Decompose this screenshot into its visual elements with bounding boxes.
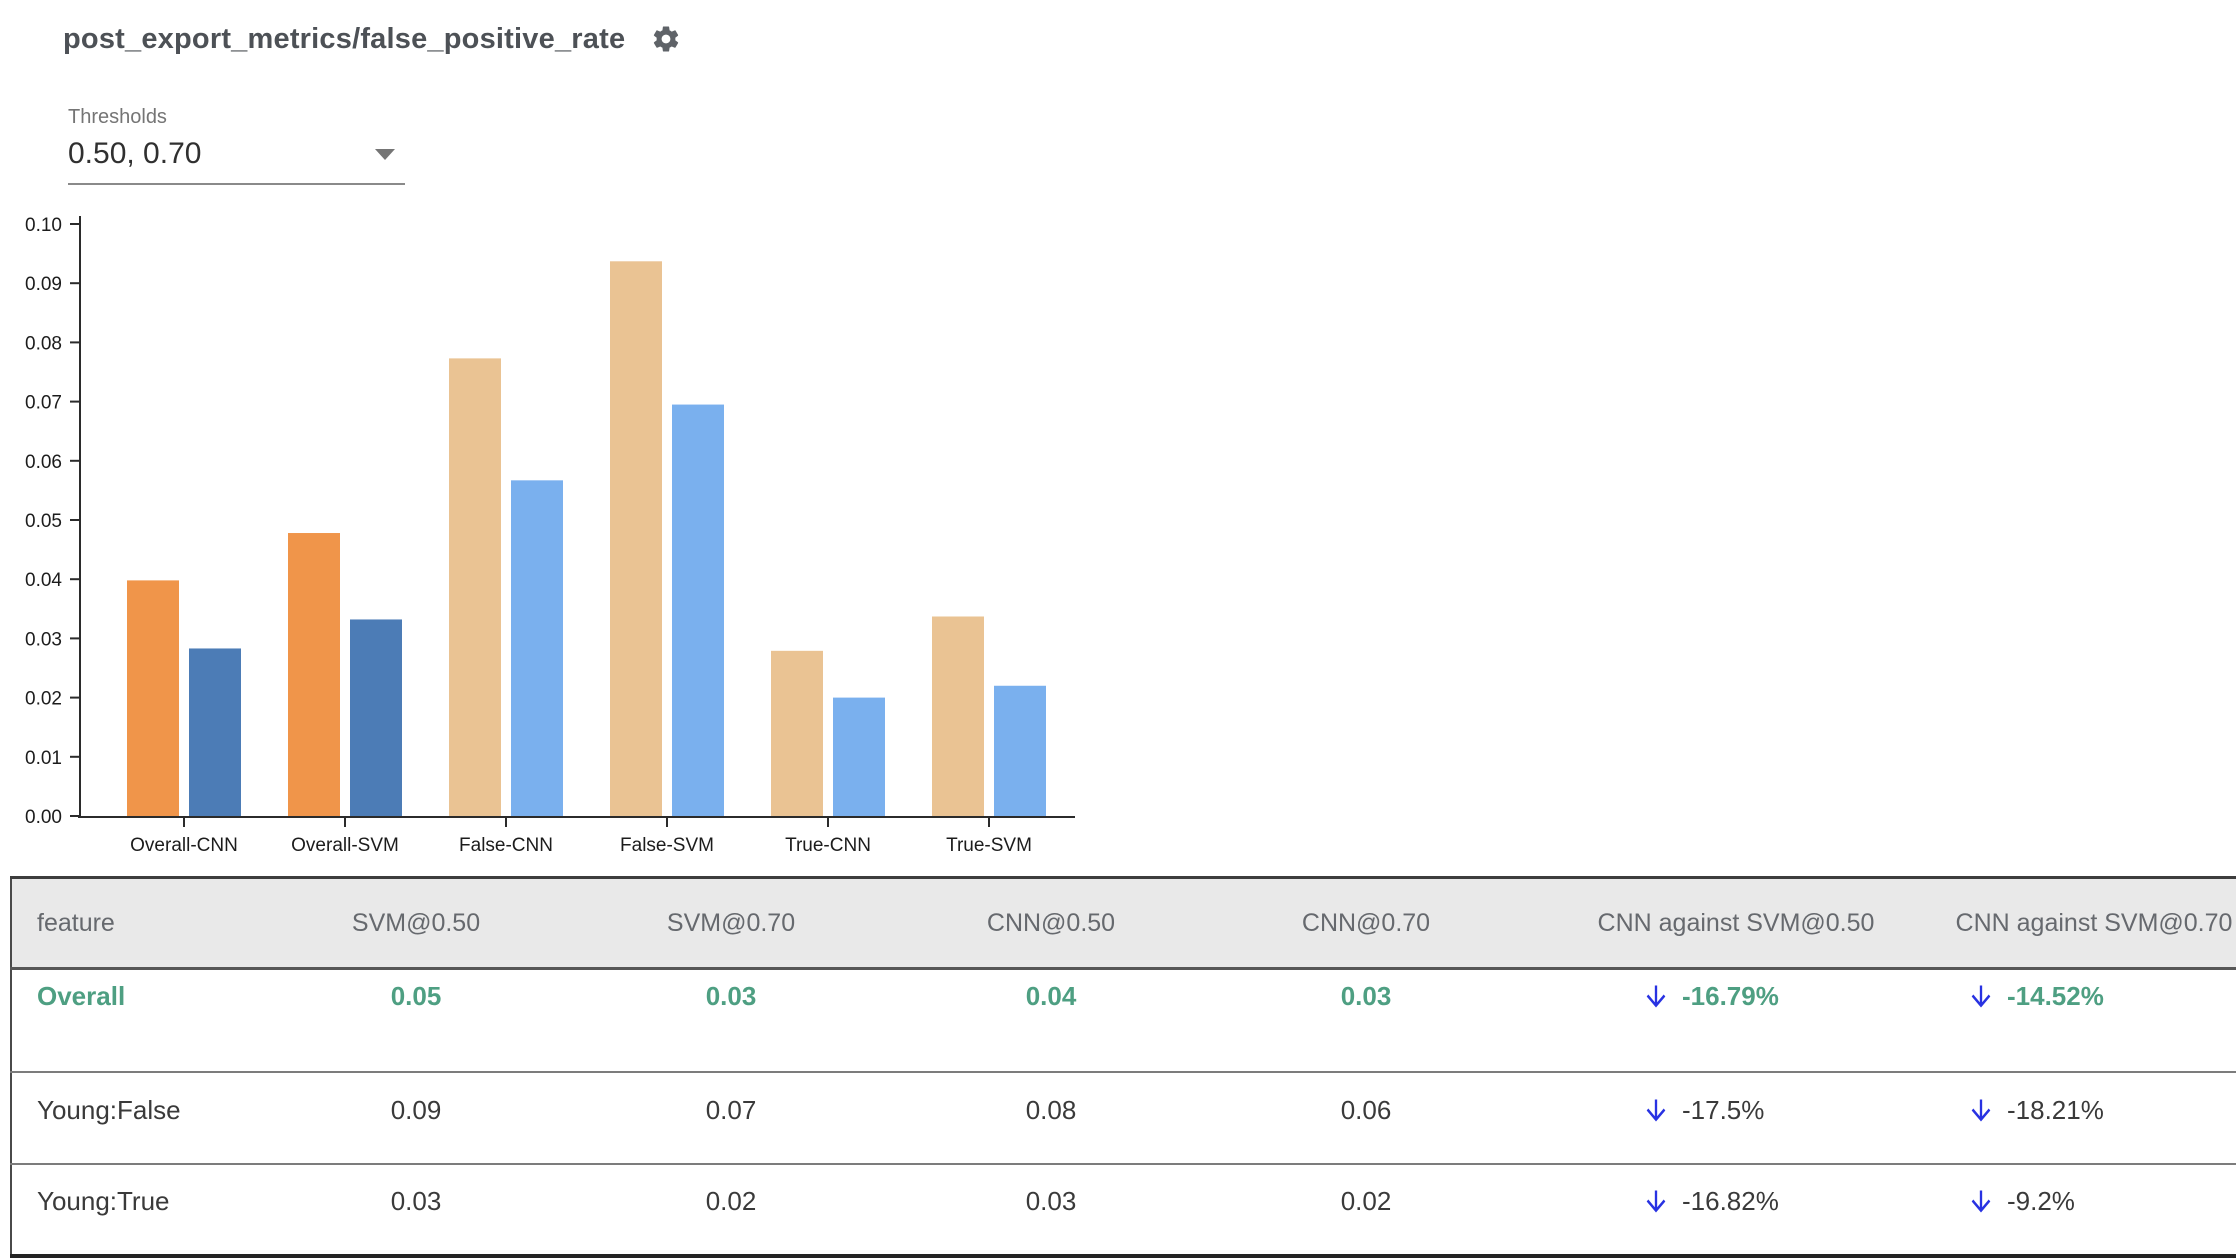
value-cell: 0.08 — [1025, 1094, 1077, 1125]
settings-button[interactable] — [649, 22, 683, 56]
bar-False-CNN-0.70[interactable] — [511, 480, 563, 816]
y-tick-label: 0.06 — [25, 452, 62, 473]
bar-False-CNN-0.50[interactable] — [449, 358, 501, 816]
comparison-cell: -9.2% — [1951, 1164, 2236, 1256]
thresholds-control: Thresholds 0.50, 0.70 — [68, 106, 405, 185]
x-category-label: True-SVM — [946, 835, 1032, 856]
table-head: feature SVM@0.50 SVM@0.70 CNN@0.50 CNN@0.70 C… — [11, 877, 2236, 970]
thresholds-label: Thresholds — [68, 106, 167, 128]
dropdown-arrow-icon — [375, 148, 395, 160]
table-body: Overall 0.05 0.03 0.04 0.03 -16.79% -14.52% You… — [11, 969, 2236, 1256]
column-header-cnn-0-50: CNN@0.50 — [891, 877, 1211, 970]
arrow-down-icon — [1646, 1099, 1666, 1121]
value-cell: 0.04 — [1025, 981, 1077, 1012]
x-category-label: Overall-SVM — [291, 835, 399, 856]
bar-True-CNN-0.70[interactable] — [833, 697, 885, 816]
bar-True-SVM-0.50[interactable] — [932, 616, 984, 816]
bar-chart: 0.00 0.01 0.02 0.03 0.04 0.05 0.06 0.07 0.08 0.09… — [25, 215, 1075, 856]
y-tick-label: 0.02 — [25, 689, 62, 710]
y-tick-label: 0.05 — [25, 511, 62, 532]
comparison-cell: -18.21% — [1951, 1072, 2236, 1164]
x-category-label: False-SVM — [620, 835, 714, 856]
comparison-value: -14.52% — [2007, 981, 2104, 1012]
value-cell: 0.09 — [390, 1094, 442, 1125]
bar-Overall-SVM-0.70[interactable] — [350, 619, 402, 816]
table-row-overall: Overall 0.05 0.03 0.04 0.03 -16.79% -14.52% — [11, 969, 2236, 1072]
comparison-value: -16.79% — [1682, 981, 1779, 1012]
comparison-value: -16.82% — [1682, 1186, 1779, 1216]
column-header-cnn-against-svm-0-50: CNN against SVM@0.50 — [1521, 877, 1951, 970]
table-header-row: feature SVM@0.50 SVM@0.70 CNN@0.50 CNN@0.70 C… — [11, 877, 2236, 970]
column-header-feature: feature — [11, 877, 261, 970]
value-cell: 0.03 — [390, 1186, 442, 1216]
bar-False-SVM-0.50[interactable] — [610, 261, 662, 816]
value-cell: 0.03 — [705, 981, 757, 1012]
feature-cell: Young:False — [37, 1094, 181, 1125]
value-cell: 0.07 — [705, 1094, 757, 1125]
value-cell: 0.03 — [1340, 981, 1392, 1012]
comparison-value: -9.2% — [2007, 1186, 2075, 1216]
y-tick-label: 0.04 — [25, 570, 62, 591]
y-tick-label: 0.08 — [25, 333, 62, 354]
bar-False-SVM-0.70[interactable] — [672, 404, 724, 816]
y-tick-label: 0.09 — [25, 274, 62, 295]
comparison-cell: -16.82% — [1521, 1164, 1951, 1256]
column-header-cnn-against-svm-0-70: CNN against SVM@0.70 — [1951, 877, 2236, 970]
comparison-cell: -16.79% — [1521, 969, 1951, 1072]
x-category-label: True-CNN — [785, 835, 871, 856]
table-row-young-false: Young:False 0.09 0.07 0.08 0.06 -17.5% -18.21% — [11, 1072, 2236, 1164]
value-cell: 0.06 — [1340, 1094, 1392, 1125]
comparison-cell: -17.5% — [1521, 1072, 1951, 1164]
y-tick-label: 0.00 — [25, 807, 62, 828]
y-tick-label: 0.03 — [25, 629, 62, 650]
bar-True-SVM-0.70[interactable] — [994, 685, 1046, 816]
table-row-young-true: Young:True 0.03 0.02 0.03 0.02 -16.82% -9.2% — [11, 1164, 2236, 1256]
value-cell: 0.03 — [1025, 1186, 1077, 1216]
column-header-cnn-0-70: CNN@0.70 — [1211, 877, 1521, 970]
arrow-down-icon — [1646, 1190, 1666, 1213]
gear-icon — [651, 24, 681, 54]
x-category-label: False-CNN — [459, 835, 553, 856]
comparison-cell: -14.52% — [1951, 969, 2236, 1072]
feature-cell: Young:True — [37, 1186, 170, 1216]
thresholds-select[interactable]: 0.50, 0.70 — [68, 129, 405, 185]
y-tick-label: 0.07 — [25, 393, 62, 414]
arrow-down-icon — [1971, 985, 1991, 1008]
x-category-label: Overall-CNN — [130, 835, 238, 856]
metrics-table: feature SVM@0.50 SVM@0.70 CNN@0.50 CNN@0.70 C… — [10, 876, 2236, 1258]
bar-Overall-SVM-0.50[interactable] — [288, 533, 340, 816]
value-cell: 0.05 — [390, 981, 442, 1012]
value-cell: 0.02 — [1340, 1186, 1392, 1216]
bar-Overall-CNN-0.50[interactable] — [127, 580, 179, 816]
y-tick-label: 0.01 — [25, 748, 62, 769]
column-header-svm-0-50: SVM@0.50 — [261, 877, 571, 970]
value-cell: 0.02 — [705, 1186, 757, 1216]
arrow-down-icon — [1971, 1099, 1991, 1121]
arrow-down-icon — [1646, 985, 1666, 1008]
arrow-down-icon — [1971, 1190, 1991, 1213]
bar-Overall-CNN-0.70[interactable] — [189, 648, 241, 816]
page-title: post_export_metrics/false_positive_rate — [63, 22, 626, 55]
column-header-svm-0-70: SVM@0.70 — [571, 877, 891, 970]
bar-True-CNN-0.50[interactable] — [771, 650, 823, 816]
comparison-value: -18.21% — [2007, 1094, 2104, 1125]
y-tick-label: 0.10 — [25, 215, 62, 236]
feature-cell: Overall — [37, 981, 126, 1012]
metric-header: post_export_metrics/false_positive_rate — [63, 22, 683, 56]
comparison-value: -17.5% — [1682, 1094, 1765, 1125]
thresholds-value: 0.50, 0.70 — [68, 137, 202, 170]
